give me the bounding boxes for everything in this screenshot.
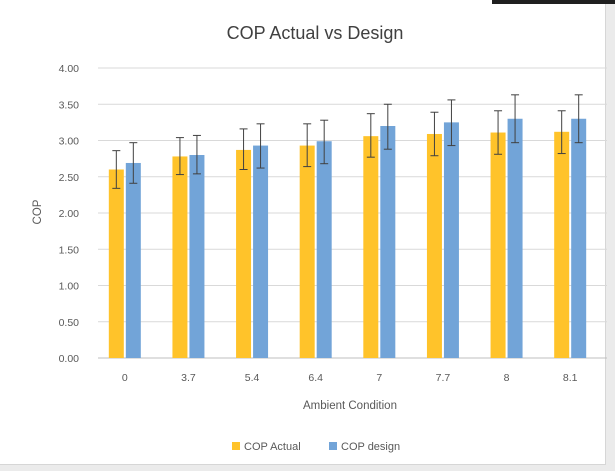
window-edge [492, 0, 615, 4]
x-axis-ticks: 0 3.7 5.4 6.4 7 7.7 8 8.1 [122, 372, 578, 384]
y-axis-title: COP [32, 199, 44, 224]
y-tick-label: 1.50 [59, 244, 80, 256]
x-tick-label: 7 [376, 372, 382, 384]
legend-swatch-actual [232, 442, 240, 450]
y-tick-label: 2.00 [59, 208, 80, 220]
chart-title: COP Actual vs Design [227, 23, 404, 43]
legend-label-actual: COP Actual [244, 441, 301, 453]
y-tick-label: 0.50 [59, 317, 80, 329]
bar-actual [172, 156, 188, 358]
y-axis-ticks: 0.00 0.50 1.00 1.50 2.00 2.50 3.00 3.50 4.00 [59, 63, 80, 365]
bar-actual [236, 149, 252, 358]
bar-design [571, 118, 587, 358]
y-tick-label: 3.50 [59, 99, 80, 111]
error-bars [112, 94, 583, 189]
bar-actual [490, 132, 506, 358]
x-tick-label: 6.4 [308, 372, 323, 384]
bar-actual [299, 145, 315, 358]
bar-actual [426, 133, 442, 358]
x-tick-label: 7.7 [436, 372, 451, 384]
x-axis-title: Ambient Condition [303, 400, 397, 412]
bar-design [253, 145, 269, 358]
bar-design [125, 162, 141, 358]
bar-actual [363, 136, 379, 358]
bar-design [507, 118, 523, 358]
bar-design [189, 155, 205, 358]
bars [108, 118, 587, 358]
bar-actual [554, 131, 570, 358]
bar-design [316, 141, 332, 358]
y-tick-label: 2.50 [59, 172, 80, 184]
bar-design [443, 122, 459, 358]
x-tick-label: 0 [122, 372, 128, 384]
y-tick-label: 1.00 [59, 281, 80, 293]
legend-swatch-design [329, 442, 337, 450]
y-tick-label: 3.00 [59, 136, 80, 148]
x-tick-label: 8 [504, 372, 510, 384]
y-tick-label: 4.00 [59, 63, 80, 75]
x-tick-label: 8.1 [563, 372, 578, 384]
bar-actual [108, 169, 124, 358]
x-tick-label: 5.4 [245, 372, 260, 384]
y-tick-label: 0.00 [59, 353, 80, 365]
legend: COP Actual COP design [232, 441, 400, 453]
x-tick-label: 3.7 [181, 372, 196, 384]
bar-design [380, 126, 396, 358]
legend-label-design: COP design [341, 441, 400, 453]
